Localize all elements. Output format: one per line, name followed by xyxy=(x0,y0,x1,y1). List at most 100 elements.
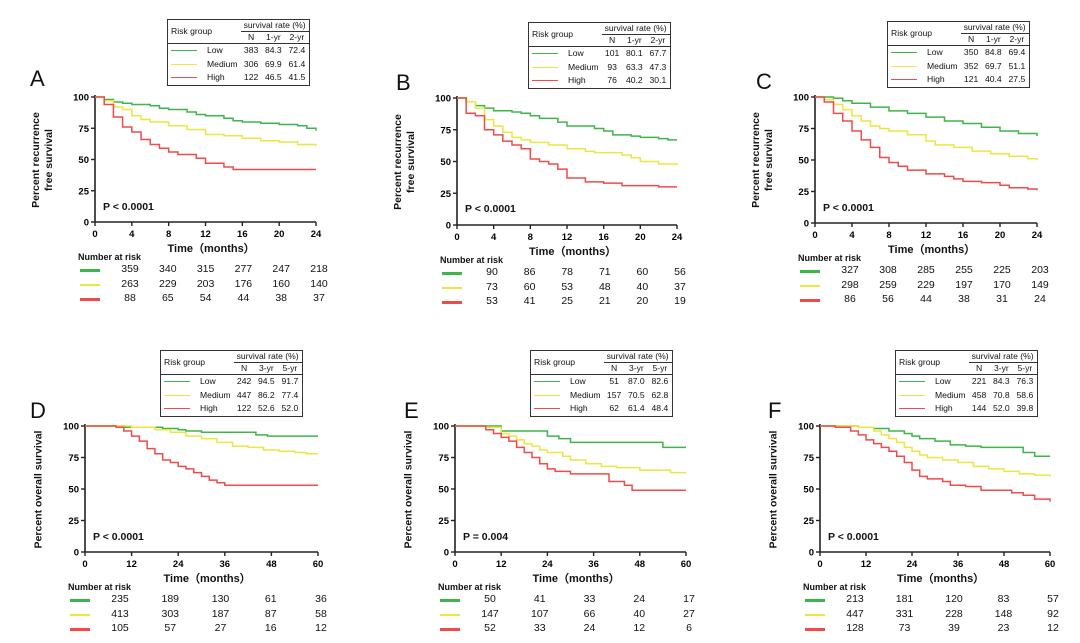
km-curve-medium xyxy=(85,425,318,455)
risk-row-swatch-medium xyxy=(70,613,90,616)
y-tick-label: 0 xyxy=(446,221,451,232)
risk-group-cell: High xyxy=(168,71,241,85)
table-value: 157 xyxy=(606,389,622,400)
at-risk-value: 24 xyxy=(583,622,596,634)
table-row: High 144 52.0 39.8 xyxy=(896,402,1038,416)
survival-rate-header: survival rate (%) xyxy=(603,350,673,363)
table-value: 101 xyxy=(604,48,620,58)
at-risk-value: 105 xyxy=(111,622,129,634)
y-tick-label: 75 xyxy=(803,453,814,464)
table-row: Low 221 84.3 76.3 xyxy=(896,375,1038,389)
km-panel-a: 0 25 50 75 100 0 4 8 12 16 20 24 A Percent recurrence… xyxy=(0,0,360,322)
legend-line-low xyxy=(171,50,197,52)
x-tick-label: 8 xyxy=(886,230,891,241)
x-tick-label: 4 xyxy=(491,232,497,243)
at-risk-value: 53 xyxy=(561,280,574,293)
plot-svg: 0 25 50 75 100 0 4 8 12 16 20 24 xyxy=(793,93,1043,242)
risk-group-label: High xyxy=(200,403,218,413)
panel-letter: A xyxy=(30,66,45,91)
km-curve-medium xyxy=(455,425,686,474)
table-value: 69.7 xyxy=(984,60,1002,71)
table-value: 76.3 xyxy=(1016,376,1034,386)
risk-group-cell: Low xyxy=(896,375,969,389)
at-risk-value: 331 xyxy=(895,607,914,620)
x-tick-label: 12 xyxy=(496,559,507,570)
km-panel-b: 0 25 50 75 100 0 4 8 12 16 20 24 B Percent recurrence… xyxy=(360,0,720,322)
table-value: 80.1 xyxy=(625,48,643,58)
table-row: Medium 93 63.3 47.3 xyxy=(529,61,671,75)
risk-group-header: Risk group xyxy=(530,350,604,375)
risk-group-cell: High xyxy=(529,74,602,88)
at-risk-value: 56 xyxy=(674,266,686,278)
risk-group-label: High xyxy=(570,403,588,413)
y-tick-label: 100 xyxy=(73,93,89,104)
y-axis-label-line: free survival xyxy=(405,130,417,193)
column-header: 2-yr xyxy=(1005,33,1030,46)
y-tick-label: 0 xyxy=(804,219,809,230)
at-risk-value: 48 xyxy=(598,280,611,293)
y-axis-label-line: Percent overall survival xyxy=(32,430,45,548)
x-tick-label: 0 xyxy=(82,559,87,570)
risk-group-cell: Medium xyxy=(529,61,602,75)
table-value: 122 xyxy=(236,403,252,413)
table-value: 67.7 xyxy=(649,48,667,58)
x-axis-label: Time（months） xyxy=(167,243,255,255)
table-value: 383 xyxy=(243,45,259,55)
at-risk-value: 87 xyxy=(264,607,277,620)
at-risk-value: 27 xyxy=(214,622,227,634)
x-tick-label: 12 xyxy=(562,232,573,243)
at-risk-value: 308 xyxy=(879,264,897,276)
km-panel-f: 0 25 50 75 100 0 12 24 36 48 60 F Percent overall su… xyxy=(720,320,1080,642)
legend-line-high xyxy=(532,80,558,82)
at-risk-value: 57 xyxy=(164,622,177,634)
risk-group-label: Low xyxy=(570,376,586,386)
table-value: 458 xyxy=(971,389,987,400)
survival-rate-header: survival rate (%) xyxy=(233,350,303,363)
table-subheader-row: N 1-yr 2-yr xyxy=(168,31,310,44)
at-risk-value: 61 xyxy=(264,593,277,605)
legend-line-medium xyxy=(532,66,558,68)
x-tick-label: 12 xyxy=(126,559,137,570)
x-tick-label: 48 xyxy=(266,559,277,570)
column-header: 5-yr xyxy=(648,362,673,375)
table-subheader-row: N 3-yr 5-yr xyxy=(161,362,303,375)
at-risk-value: 52 xyxy=(484,622,496,634)
at-risk-value: 277 xyxy=(234,263,253,275)
at-risk-value: 25 xyxy=(561,295,574,307)
at-risk-value: 37 xyxy=(313,292,325,304)
risk-group-cell: Medium xyxy=(161,389,234,403)
table-row: Medium 306 69.9 61.4 xyxy=(168,58,310,72)
risk-group-label: Low xyxy=(935,376,951,386)
survival-rate-table: Risk group survival rate (%) N 3-yr 5-yr Low 5… xyxy=(530,350,673,417)
table-value: 58.6 xyxy=(1016,389,1034,400)
table-value: 48.4 xyxy=(651,403,669,413)
table-value: 61.4 xyxy=(627,403,645,413)
at-risk-value: 41 xyxy=(523,295,536,307)
legend-line-high xyxy=(164,408,190,410)
p-value: P < 0.0001 xyxy=(93,530,144,543)
x-tick-label: 0 xyxy=(452,559,457,570)
table-value: 69.9 xyxy=(264,58,282,69)
at-risk-value: 53 xyxy=(486,295,498,307)
risk-row-swatch-low xyxy=(442,272,462,275)
survival-rate-header: survival rate (%) xyxy=(960,21,1030,34)
table-header-row: Risk group survival rate (%) xyxy=(895,350,1038,375)
at-risk-value: 160 xyxy=(272,277,290,290)
risk-group-header: Risk group xyxy=(887,21,961,46)
x-tick-label: 4 xyxy=(849,230,855,241)
x-tick-label: 36 xyxy=(588,559,599,570)
km-curve-low xyxy=(95,96,317,131)
table-header-row: Risk group survival rate (%) xyxy=(887,21,1030,46)
y-axis-label-line: Percent overall survival xyxy=(402,430,415,548)
table-row: High 62 61.4 48.4 xyxy=(531,402,673,416)
at-risk-value: 413 xyxy=(111,607,129,620)
risk-group-header: Risk group xyxy=(895,350,969,375)
table-value: 84.3 xyxy=(992,376,1010,386)
at-risk-value: 44 xyxy=(237,292,250,304)
at-risk-value: 86 xyxy=(844,293,856,305)
table-subheader-row: N 3-yr 5-yr xyxy=(896,362,1038,375)
table-value: 69.4 xyxy=(1008,47,1026,57)
at-risk-value: 148 xyxy=(994,607,1013,620)
at-risk-value: 41 xyxy=(533,593,546,605)
table-row: Medium 458 70.8 58.6 xyxy=(896,389,1038,403)
